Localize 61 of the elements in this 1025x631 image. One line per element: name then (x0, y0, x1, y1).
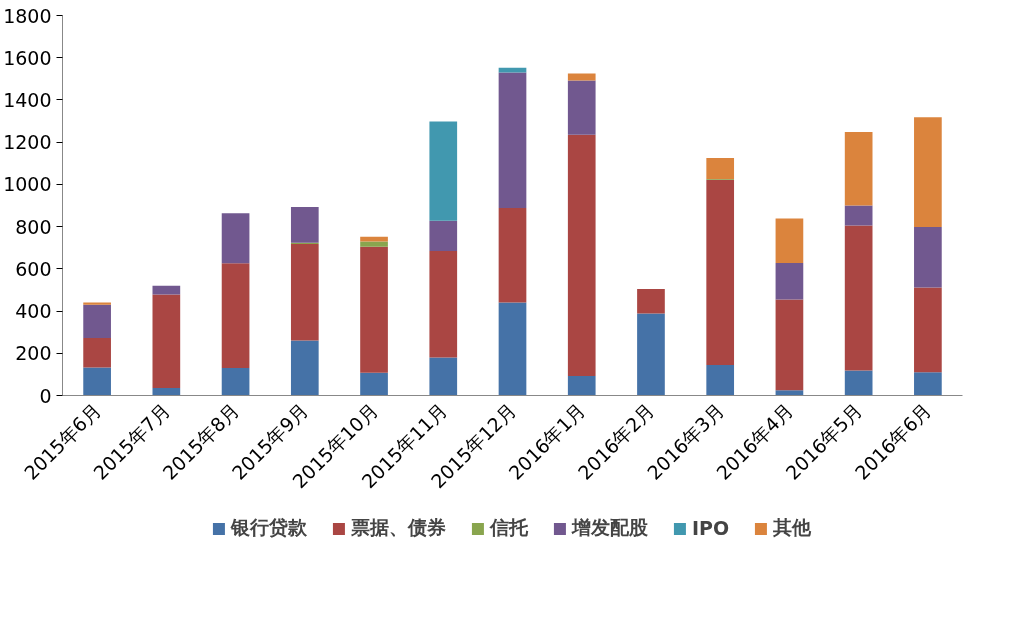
bar (637, 288, 665, 314)
y-tick-label: 1000 (3, 173, 52, 196)
bar (637, 313, 665, 396)
bar (360, 241, 388, 247)
bar (775, 262, 804, 300)
bar (706, 179, 735, 365)
bar (429, 121, 458, 221)
bar (567, 80, 596, 135)
bar (567, 376, 596, 396)
y-tick-label: 400 (15, 300, 52, 323)
bar (844, 370, 873, 396)
y-tick-label: 200 (15, 342, 52, 365)
legend-label: 信托 (489, 515, 528, 540)
bar (567, 134, 596, 377)
bar (914, 117, 942, 228)
bar (290, 206, 319, 243)
bar (290, 340, 319, 396)
bar (429, 220, 458, 251)
bar (567, 73, 596, 81)
bar (775, 299, 804, 391)
bar (429, 357, 458, 396)
bar (152, 294, 181, 389)
bar (429, 250, 458, 358)
bar (498, 72, 527, 209)
bar (844, 132, 873, 206)
y-tick-label: 600 (15, 257, 52, 280)
bar (221, 213, 250, 264)
y-tick-label: 1600 (3, 46, 52, 69)
bar (706, 158, 735, 180)
bar (221, 263, 250, 369)
legend-label: 其他 (773, 515, 812, 540)
bar (152, 285, 181, 295)
bar (498, 208, 527, 303)
y-tick-label: 0 (39, 384, 52, 407)
bar (775, 390, 804, 396)
bar (914, 227, 942, 288)
legend-label: 银行贷款 (230, 515, 307, 540)
bar (775, 218, 804, 263)
bar (83, 367, 111, 396)
bar (360, 372, 388, 396)
y-tick-label: 1200 (3, 131, 52, 154)
y-tick-label: 1400 (3, 88, 52, 111)
bar (914, 372, 942, 396)
bar (221, 368, 250, 396)
bar (498, 302, 527, 396)
bar (498, 67, 527, 73)
bar (914, 287, 942, 373)
bar (360, 246, 388, 373)
bar (706, 364, 735, 396)
bar (290, 243, 319, 341)
bar (152, 388, 181, 396)
bar (83, 338, 111, 368)
y-tick-label: 800 (15, 215, 52, 238)
bar (83, 304, 111, 339)
bar (83, 302, 111, 305)
legend-label: IPO (691, 517, 730, 539)
legend-label: 票据、债券 (350, 515, 446, 540)
bar (844, 205, 873, 226)
legend-label: 增发配股 (571, 515, 648, 540)
bar (844, 225, 873, 371)
y-tick-label: 1800 (3, 4, 52, 27)
